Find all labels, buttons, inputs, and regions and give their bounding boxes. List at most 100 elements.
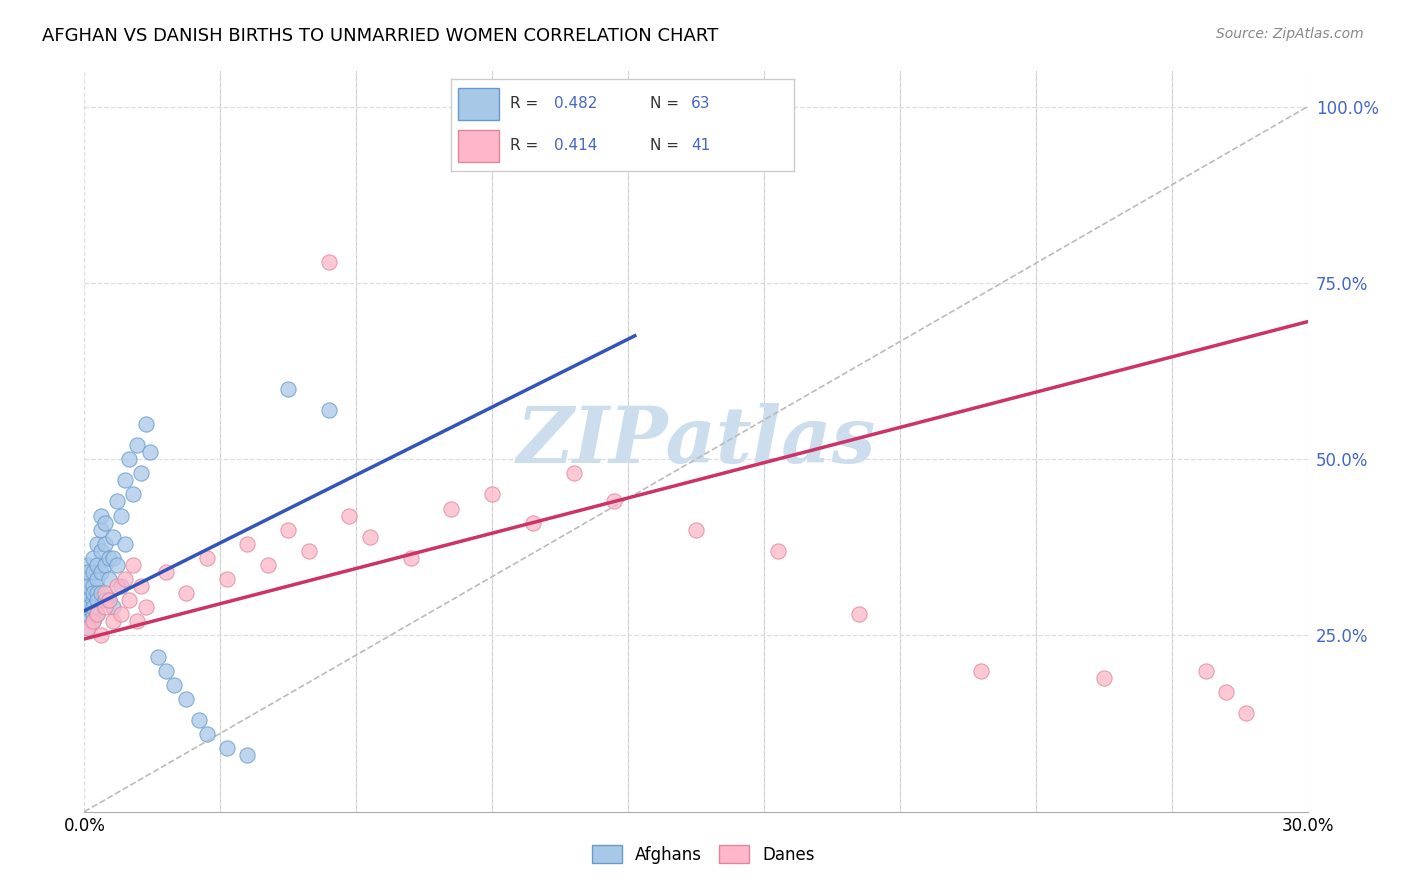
Point: [77, 621, 100, 635]
Point: [86, 537, 108, 551]
Point: [110, 508, 132, 523]
Point: [131, 579, 153, 593]
Point: [105, 579, 128, 593]
Point: [522, 516, 544, 530]
Point: [122, 558, 145, 572]
Point: [86, 586, 108, 600]
Point: [174, 692, 197, 706]
Point: [82, 550, 104, 565]
Point: [217, 741, 239, 756]
Point: [174, 586, 197, 600]
Point: [97, 550, 120, 565]
Point: [481, 487, 503, 501]
Point: [77, 558, 100, 572]
Point: [82, 593, 104, 607]
Point: [77, 600, 100, 615]
Point: [101, 615, 124, 629]
Point: [93, 537, 115, 551]
Point: [195, 727, 218, 741]
Point: [105, 558, 128, 572]
Point: [101, 600, 124, 615]
Point: [138, 445, 160, 459]
Point: [603, 494, 626, 508]
Point: [135, 417, 157, 431]
Point: [86, 593, 108, 607]
Point: [90, 586, 112, 600]
Point: [135, 600, 157, 615]
Point: [93, 586, 115, 600]
Point: [82, 615, 104, 629]
Point: [127, 438, 149, 452]
Point: [82, 600, 104, 615]
Point: [118, 593, 141, 607]
Point: [1195, 664, 1218, 678]
Point: [82, 607, 104, 622]
Point: [318, 402, 340, 417]
Point: [105, 494, 128, 508]
Point: [101, 530, 124, 544]
Point: [359, 530, 381, 544]
Point: [848, 607, 870, 622]
Point: [93, 558, 115, 572]
Point: [399, 550, 422, 565]
Point: [970, 664, 993, 678]
Point: [90, 628, 112, 642]
Point: [163, 678, 186, 692]
Point: [93, 593, 115, 607]
Point: [122, 487, 145, 501]
Point: [86, 572, 108, 586]
Point: [77, 572, 100, 586]
Point: [127, 615, 149, 629]
Point: [86, 607, 108, 622]
Point: [155, 664, 177, 678]
Point: [82, 615, 104, 629]
Point: [93, 600, 115, 615]
Point: [101, 550, 124, 565]
Point: [1092, 671, 1115, 685]
Point: [1236, 706, 1258, 720]
Point: [187, 713, 209, 727]
Point: [118, 452, 141, 467]
Text: AFGHAN VS DANISH BIRTHS TO UNMARRIED WOMEN CORRELATION CHART: AFGHAN VS DANISH BIRTHS TO UNMARRIED WOM…: [42, 27, 718, 45]
Point: [298, 544, 321, 558]
Point: [114, 537, 136, 551]
Point: [97, 572, 120, 586]
Text: Source: ZipAtlas.com: Source: ZipAtlas.com: [1216, 27, 1364, 41]
Point: [146, 649, 169, 664]
Point: [77, 615, 100, 629]
Point: [155, 565, 177, 579]
Point: [86, 607, 108, 622]
Point: [90, 508, 112, 523]
Text: ZIPatlas: ZIPatlas: [516, 403, 876, 480]
Point: [277, 382, 299, 396]
Point: [77, 621, 100, 635]
Point: [195, 550, 218, 565]
Point: [77, 607, 100, 622]
Point: [114, 572, 136, 586]
Point: [97, 593, 120, 607]
Legend: Afghans, Danes: Afghans, Danes: [585, 838, 821, 871]
Point: [257, 558, 280, 572]
Point: [217, 572, 239, 586]
Point: [82, 565, 104, 579]
Point: [77, 593, 100, 607]
Point: [1215, 685, 1237, 699]
Point: [110, 579, 132, 593]
Point: [77, 579, 100, 593]
Point: [766, 544, 789, 558]
Point: [114, 473, 136, 487]
Point: [90, 523, 112, 537]
Point: [93, 516, 115, 530]
Point: [339, 508, 361, 523]
Point: [97, 593, 120, 607]
Point: [82, 579, 104, 593]
Point: [236, 748, 259, 763]
Point: [90, 544, 112, 558]
Point: [318, 254, 340, 268]
Point: [440, 501, 463, 516]
Point: [603, 120, 626, 135]
Point: [110, 607, 132, 622]
Point: [86, 558, 108, 572]
Point: [82, 586, 104, 600]
Point: [685, 523, 707, 537]
